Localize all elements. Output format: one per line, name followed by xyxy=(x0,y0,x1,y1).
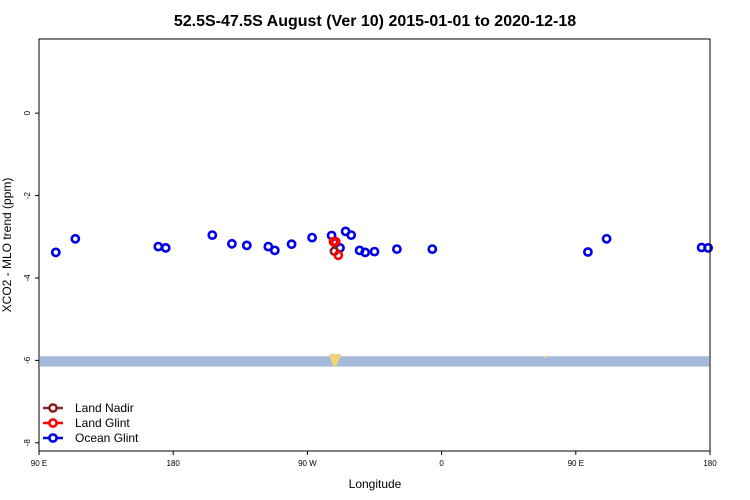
x-axis-ticks: 90 E 180 90 W 0 90 E 180 xyxy=(31,451,717,468)
legend-item-land-nadir: Land Nadir xyxy=(43,401,134,415)
data-points xyxy=(50,226,713,261)
x-tick-label: 90 E xyxy=(568,459,584,468)
ocean-glint-point xyxy=(207,230,218,240)
ocean-glint-point xyxy=(153,241,164,252)
legend-label: Ocean Glint xyxy=(75,431,139,445)
x-tick-label: 90 W xyxy=(298,459,317,468)
ocean-glint-point xyxy=(583,247,593,257)
legend-marker xyxy=(48,418,58,428)
ocean-glint-point xyxy=(226,238,237,249)
ocean-land-band xyxy=(40,354,709,367)
land-speck xyxy=(543,355,547,359)
ocean-glint-point xyxy=(601,233,612,244)
plot-frame xyxy=(38,38,711,452)
x-axis-label: Longitude xyxy=(349,477,402,491)
legend-label: Land Glint xyxy=(75,416,130,430)
legend-item-ocean-glint: Ocean Glint xyxy=(43,431,139,445)
ocean-band xyxy=(40,356,709,367)
ocean-glint-point xyxy=(286,239,297,250)
y-axis-ticks: 0 -2 -4 -6 -8 xyxy=(23,110,39,446)
y-tick-label: -4 xyxy=(23,274,32,282)
x-tick-label: 0 xyxy=(439,459,444,468)
legend-label: Land Nadir xyxy=(75,401,134,415)
land-glint-point xyxy=(333,250,344,261)
ocean-glint-point xyxy=(369,246,380,257)
land-patch xyxy=(329,354,341,366)
ocean-glint-point xyxy=(307,232,317,243)
chart-title: 52.5S-47.5S August (Ver 10) 2015-01-01 t… xyxy=(174,13,576,30)
y-tick-label: -8 xyxy=(23,439,32,447)
legend-marker xyxy=(48,433,58,443)
ocean-glint-point xyxy=(391,244,402,254)
land-glint-point xyxy=(330,236,341,247)
legend-item-land-glint: Land Glint xyxy=(43,416,130,430)
y-tick-label: -2 xyxy=(23,191,32,199)
ocean-glint-point xyxy=(360,247,371,258)
ocean-glint-point xyxy=(241,240,252,251)
ocean-glint-point xyxy=(70,233,81,244)
x-tick-label: 180 xyxy=(167,459,181,468)
x-tick-label: 90 E xyxy=(31,459,47,468)
ocean-glint-point xyxy=(269,245,280,256)
y-axis-label: XCO2 - MLO trend (ppm) xyxy=(0,178,14,313)
ocean-glint-point xyxy=(160,242,171,253)
ocean-glint-point xyxy=(703,242,713,253)
y-tick-label: 0 xyxy=(23,110,32,115)
legend-marker xyxy=(48,403,58,413)
ocean-glint-point xyxy=(427,244,438,254)
ocean-glint-point xyxy=(50,247,61,258)
ocean-glint-point xyxy=(346,230,357,240)
x-tick-label: 180 xyxy=(703,459,717,468)
y-tick-label: -6 xyxy=(23,356,32,364)
